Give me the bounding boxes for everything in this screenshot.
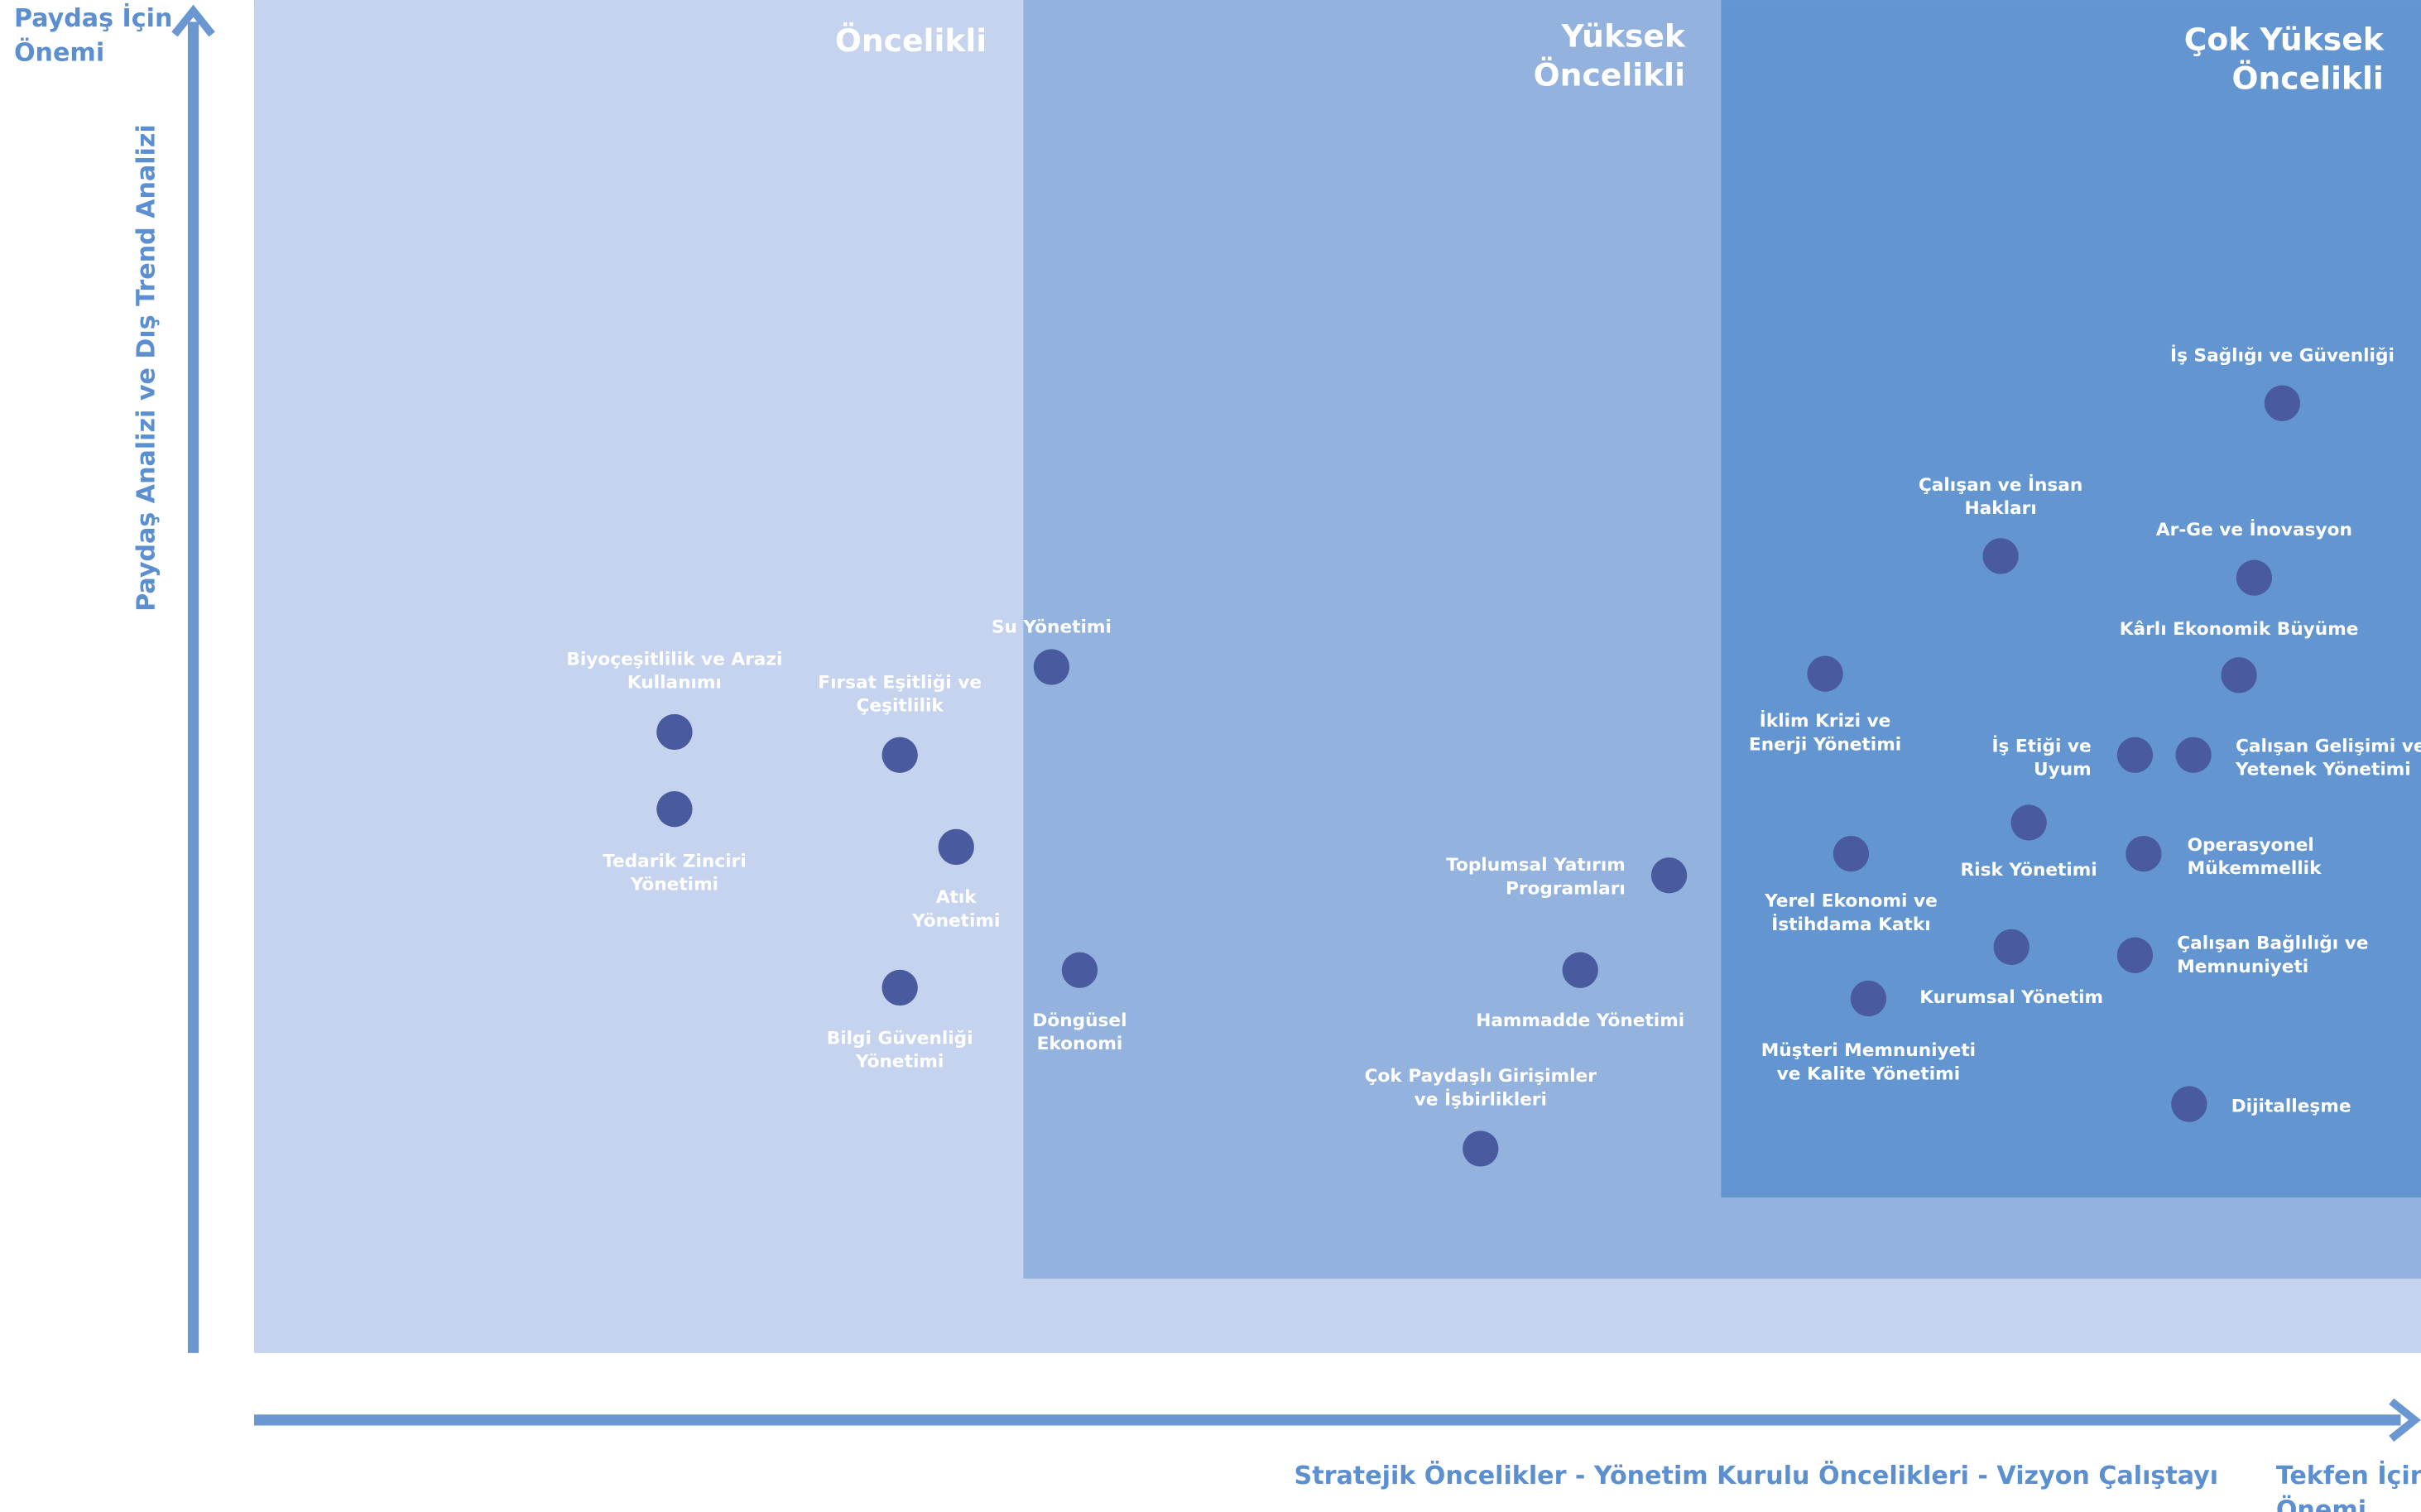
topic-label: Ekonomi xyxy=(1037,1034,1123,1054)
topic-label: Kurumsal Yönetim xyxy=(1919,987,2103,1008)
topic-label: Kârlı Ekonomik Büyüme xyxy=(2120,619,2359,640)
topic-label: Risk Yönetimi xyxy=(1961,860,2097,881)
topic-label: Yönetimi xyxy=(630,875,718,895)
topic-label: Mükemmellik xyxy=(2188,858,2322,879)
topic-label: Atık xyxy=(936,887,978,908)
topic-point xyxy=(2010,804,2047,841)
topic-point xyxy=(2175,737,2212,773)
topic-point xyxy=(1807,655,1843,692)
topic-label: Programları xyxy=(1506,878,1626,899)
topic-label: Yönetimi xyxy=(911,910,1000,931)
topic-point xyxy=(656,713,693,751)
zone-label: Öncelikli xyxy=(835,22,987,59)
topic-point xyxy=(938,828,974,866)
topic-point xyxy=(1463,1130,1499,1167)
topic-label: Çeşitlilik xyxy=(857,696,944,717)
topic-point xyxy=(2264,385,2301,421)
topic-label: Fırsat Eşitliği ve xyxy=(818,672,982,693)
topic-label: İş Etiği ve xyxy=(1991,735,2091,756)
topic-point xyxy=(1061,952,1098,988)
topic-point xyxy=(881,969,918,1006)
topic-point xyxy=(2116,937,2154,973)
zone-label: Öncelikli xyxy=(2231,60,2383,96)
x-axis-label: Stratejik Öncelikler - Yönetim Kurulu Ön… xyxy=(1295,1460,2219,1490)
topic-label: Enerji Yönetimi xyxy=(1749,734,1901,755)
x-axis-arrowhead xyxy=(2389,1398,2421,1442)
topic-label: Bilgi Güvenliği xyxy=(827,1028,973,1049)
topic-label: Hammadde Yönetimi xyxy=(1476,1010,1684,1031)
topic-label: Çalışan ve İnsan xyxy=(1919,474,2082,496)
topic-label: Müşteri Memnuniyeti xyxy=(1761,1040,1976,1061)
topic-point xyxy=(2236,559,2273,596)
topic-point xyxy=(1982,538,2019,574)
topic-label: Memnuniyeti xyxy=(2177,957,2308,977)
topic-label: İstihdama Katkı xyxy=(1771,914,1930,935)
topic-point xyxy=(1993,929,2030,966)
topic-label: Ar-Ge ve İnovasyon xyxy=(2156,519,2352,540)
zone-label: Öncelikli xyxy=(1534,57,1685,94)
topic-label: Su Yönetimi xyxy=(992,617,1112,638)
topic-label: İklim Krizi ve xyxy=(1760,710,1891,732)
topic-point xyxy=(2221,657,2257,694)
topic-point xyxy=(2126,835,2162,872)
topic-label: Yerel Ekonomi ve xyxy=(1764,891,1938,912)
y-axis-title: Paydaş İçin xyxy=(14,3,172,33)
topic-label: Hakları xyxy=(1964,498,2036,519)
x-axis-title: Tekfen İçin xyxy=(2276,1461,2421,1490)
priority-zone xyxy=(1721,0,2421,1198)
topic-point xyxy=(2171,1086,2207,1122)
topic-point xyxy=(1833,835,1870,872)
topic-point xyxy=(656,790,693,828)
topic-label: İş Sağlığı ve Güvenliği xyxy=(2170,344,2395,366)
topic-point xyxy=(1562,952,1598,988)
topic-point xyxy=(1650,857,1688,894)
topic-label: Uyum xyxy=(2034,760,2092,780)
topic-label: Dijitalleşme xyxy=(2231,1096,2351,1116)
topic-label: ve Kalite Yönetimi xyxy=(1777,1063,1960,1084)
topic-point xyxy=(1033,649,1070,685)
plot-area: Biyoçeşitlilik ve Arazi Kullanımı Tedarik … xyxy=(254,0,2421,1353)
topic-label: Döngüsel xyxy=(1032,1010,1126,1031)
topic-point xyxy=(2116,737,2154,773)
zone-label: Çok Yüksek xyxy=(2184,21,2385,57)
topic-label: Biyoçeşitlilik ve Arazi xyxy=(566,649,782,670)
topic-label: Kullanımı xyxy=(627,673,722,694)
topic-label: Yönetimi xyxy=(855,1052,944,1073)
topic-label: Toplumsal Yatırım xyxy=(1446,855,1626,876)
topic-label: Yetenek Yönetimi xyxy=(2235,760,2411,780)
y-axis-arrowhead xyxy=(171,4,215,37)
y-axis-label: Paydaş Analizi ve Dış Trend Analizi xyxy=(132,124,161,612)
topic-point xyxy=(881,737,918,773)
y-axis-title: Önemi xyxy=(14,36,104,67)
topic-point xyxy=(1850,980,1887,1017)
x-axis-title: Önemi xyxy=(2276,1495,2366,1512)
topic-label: ve İşbirlikleri xyxy=(1415,1088,1547,1110)
zone-label: Yüksek xyxy=(1561,18,1686,55)
topic-label: Tedarik Zinciri xyxy=(603,851,747,871)
topic-label: Çalışan Gelişimi ve xyxy=(2236,736,2421,756)
topic-label: Operasyonel xyxy=(2188,835,2314,856)
topic-label: Çok Paydaşlı Girişimler xyxy=(1365,1066,1597,1087)
topic-label: Çalışan Bağlılığı ve xyxy=(2177,934,2368,954)
